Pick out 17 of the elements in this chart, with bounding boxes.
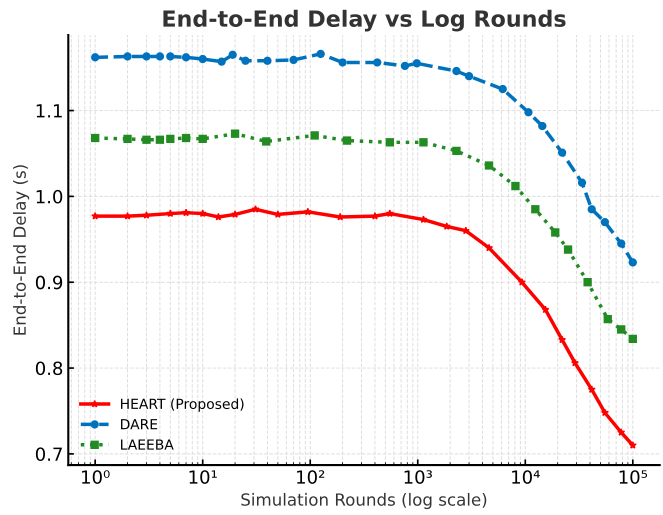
legend-label: DARE xyxy=(121,419,158,430)
legend-label: HEART (Proposed) xyxy=(121,398,244,412)
x-tick-label: 10⁴ xyxy=(512,470,540,484)
x-tick-label: 10³ xyxy=(404,470,432,484)
y-tick-label: 1.1 xyxy=(36,104,62,118)
y-tick-label: 1.0 xyxy=(36,190,62,204)
y-tick-label: 0.8 xyxy=(36,362,62,376)
x-tick-label: 10⁵ xyxy=(620,470,648,484)
y-axis-title: End-to-End Delay (s) xyxy=(13,165,30,335)
x-axis-title: Simulation Rounds (log scale) xyxy=(241,492,486,510)
x-tick-label: 10¹ xyxy=(190,470,217,484)
y-tick-label: 0.9 xyxy=(36,276,62,290)
chart-title: End-to-End Delay vs Log Rounds xyxy=(163,10,566,32)
x-tick-label: 10⁰ xyxy=(82,470,110,484)
y-tick-label: 0.7 xyxy=(36,447,62,462)
legend-label: LAEEBA xyxy=(121,440,174,450)
x-tick-label: 10² xyxy=(297,470,324,484)
